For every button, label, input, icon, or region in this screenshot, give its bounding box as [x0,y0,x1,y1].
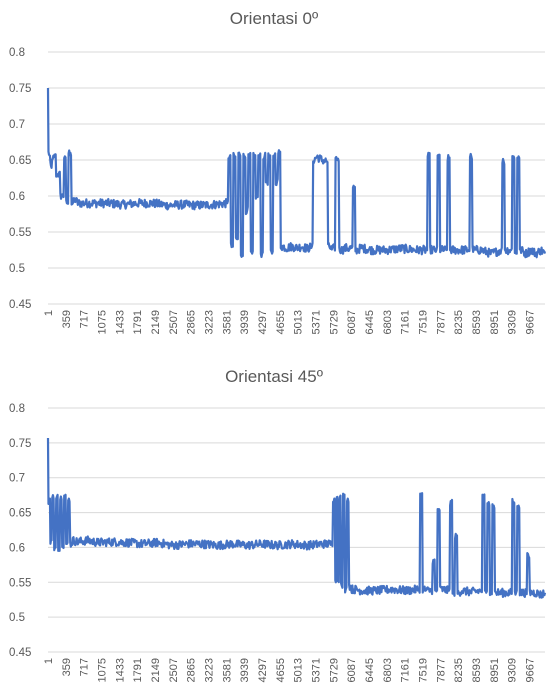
x-tick-label: 2865 [186,310,198,334]
x-tick-label: 717 [79,310,91,328]
x-tick-label: 6803 [382,310,394,334]
x-tick-label: 7519 [417,310,429,334]
x-tick-label: 6087 [346,658,358,682]
x-tick-label: 7161 [400,310,412,334]
x-tick-label: 4297 [257,310,269,334]
x-tick-label: 3939 [239,310,251,334]
x-tick-label: 4655 [275,658,287,682]
x-tick-label: 359 [61,310,73,328]
y-tick-label: 0.8 [9,47,25,59]
x-tick-label: 2149 [150,310,162,334]
x-tick-label: 6445 [364,658,376,682]
x-tick-label: 1791 [132,658,144,682]
chart-orientasi-45: Orientasi 45º 0.8 0.75 0.7 0.65 0.6 0.55 0.5 0.4… [0,355,548,692]
x-tick-label: 3223 [203,310,215,334]
series-line [46,437,547,599]
x-tick-label: 3223 [203,658,215,682]
series-line [46,87,547,259]
x-tick-label: 7519 [417,658,429,682]
x-tick-label: 2507 [168,658,180,682]
y-tick-label: 0.75 [9,438,31,450]
x-tick-label: 1433 [114,310,126,334]
x-tick-label: 1433 [114,658,126,682]
chart-title: Orientasi 45º [225,367,323,386]
x-tick-label: 8951 [489,310,501,334]
x-tick-label: 3939 [239,658,251,682]
x-tick-label: 8951 [489,658,501,682]
y-tick-label: 0.7 [9,119,25,131]
x-tick-label: 6087 [346,310,358,334]
x-tick-label: 2865 [186,658,198,682]
x-tick-label: 1075 [96,658,108,682]
chart-svg: Orientasi 45º 0.8 0.75 0.7 0.65 0.6 0.55 0.5 0.4… [9,367,547,682]
x-tick-label: 9309 [507,310,519,334]
chart-title: Orientasi 0º [230,9,318,28]
x-tick-label: 8593 [471,310,483,334]
y-tick-label: 0.65 [9,155,31,167]
x-tick-label: 1 [43,310,55,316]
x-tick-label: 2149 [150,658,162,682]
x-tick-label: 9667 [524,658,536,682]
x-tick-label: 1791 [132,310,144,334]
y-tick-label: 0.5 [9,263,25,275]
x-tick-label: 5371 [310,658,322,682]
y-tick-label: 0.65 [9,508,31,520]
x-tick-label: 7877 [435,658,447,682]
y-tick-label: 0.75 [9,83,31,95]
x-tick-label: 4655 [275,310,287,334]
x-tick-label: 8235 [453,658,465,682]
x-tick-label: 3581 [221,310,233,334]
x-tick-label: 6803 [382,658,394,682]
y-tick-label: 0.55 [9,227,31,239]
x-tick-label: 9309 [507,658,519,682]
x-tick-label: 8593 [471,658,483,682]
x-tick-label: 5729 [328,310,340,334]
x-tick-label: 5013 [293,658,305,682]
x-tick-label: 4297 [257,658,269,682]
x-tick-label: 1075 [96,310,108,334]
x-tick-label: 5729 [328,658,340,682]
y-tick-label: 0.7 [9,473,25,485]
x-tick-label: 3581 [221,658,233,682]
chart-orientasi-0: Orientasi 0º 0.8 0.75 0.7 0.65 0.6 0.55 0.5 0.45… [0,0,548,345]
y-tick-label: 0.6 [9,542,25,554]
x-tick-label: 6445 [364,310,376,334]
y-tick-label: 0.6 [9,191,25,203]
x-tick-label: 8235 [453,310,465,334]
x-tick-label: 7877 [435,310,447,334]
x-tick-label: 2507 [168,310,180,334]
x-tick-label: 359 [61,658,73,676]
y-tick-label: 0.55 [9,577,31,589]
x-tick-label: 5371 [310,310,322,334]
x-tick-label: 9667 [524,310,536,334]
x-tick-label: 7161 [400,658,412,682]
chart-svg: Orientasi 0º 0.8 0.75 0.7 0.65 0.6 0.55 0.5 0.45… [9,9,547,334]
x-tick-label: 5013 [293,310,305,334]
y-tick-label: 0.45 [9,299,31,311]
x-tick-label: 1 [43,658,55,664]
x-tick-label: 717 [79,658,91,676]
y-tick-label: 0.45 [9,647,31,659]
y-tick-label: 0.8 [9,403,25,415]
y-tick-label: 0.5 [9,612,25,624]
